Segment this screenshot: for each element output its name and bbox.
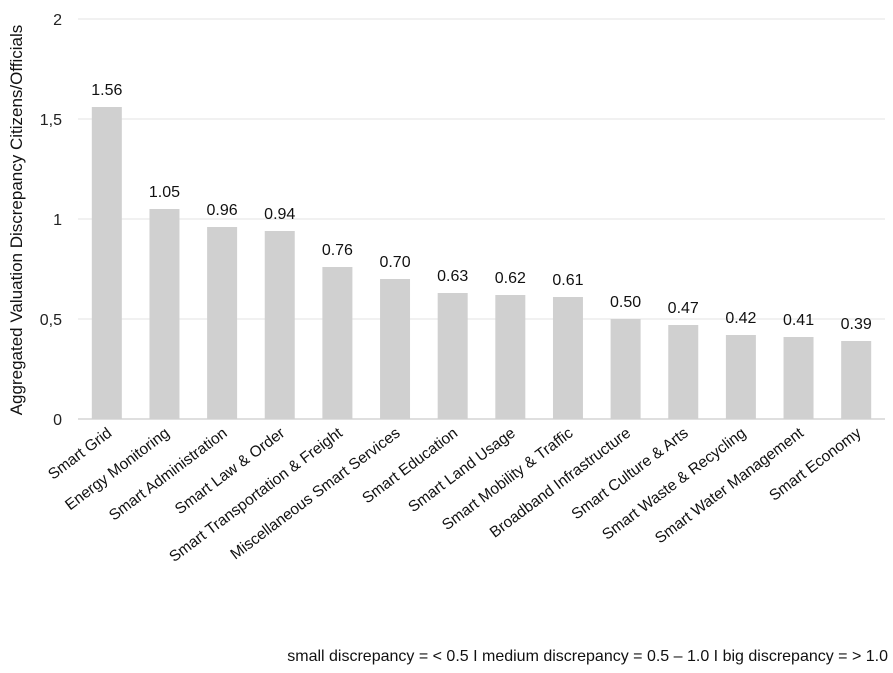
y-axis-title: Aggregated Valuation Discrepancy Citizen… xyxy=(7,25,26,416)
data-label: 0.63 xyxy=(437,268,468,285)
footnote: small discrepancy = < 0.5 I medium discr… xyxy=(287,648,888,665)
bar xyxy=(380,279,411,419)
y-axis-ticks: 0 0,5 1 1,5 2 xyxy=(40,12,62,429)
y-tick-label: 0 xyxy=(53,412,62,429)
bar xyxy=(552,297,583,419)
bars xyxy=(91,107,872,419)
category-label: Energy Monitoring xyxy=(62,425,173,514)
data-label: 0.76 xyxy=(322,242,353,259)
data-label: 1.05 xyxy=(149,184,180,201)
bar xyxy=(91,107,122,419)
bar xyxy=(610,319,641,419)
data-label: 0.41 xyxy=(783,312,814,329)
bar xyxy=(207,227,238,419)
data-label: 0.61 xyxy=(552,272,583,289)
y-tick-label: 2 xyxy=(53,12,62,29)
bar xyxy=(322,267,353,419)
data-label: 0.39 xyxy=(841,316,872,333)
data-label: 1.56 xyxy=(91,82,122,99)
bar xyxy=(495,295,526,419)
data-label: 0.47 xyxy=(668,300,699,317)
bar xyxy=(841,341,872,419)
data-label: 0.94 xyxy=(264,206,295,223)
y-tick-label: 1 xyxy=(53,212,62,229)
bar xyxy=(149,209,180,419)
gridlines xyxy=(78,18,885,420)
category-label: Smart Education xyxy=(359,425,461,508)
data-label: 0.70 xyxy=(379,254,410,271)
data-label: 0.62 xyxy=(495,270,526,287)
data-label: 0.50 xyxy=(610,294,641,311)
bar xyxy=(264,231,295,419)
y-tick-label: 1,5 xyxy=(40,112,62,129)
bar xyxy=(437,293,468,419)
bar xyxy=(725,335,756,419)
y-tick-label: 0,5 xyxy=(40,312,62,329)
bar xyxy=(668,325,699,419)
data-label: 0.42 xyxy=(725,310,756,327)
data-labels: 1.56 1.05 0.96 0.94 0.76 0.70 0.63 0.62 0.61 0.50… xyxy=(91,82,872,333)
data-label: 0.96 xyxy=(207,202,238,219)
bar xyxy=(783,337,814,419)
